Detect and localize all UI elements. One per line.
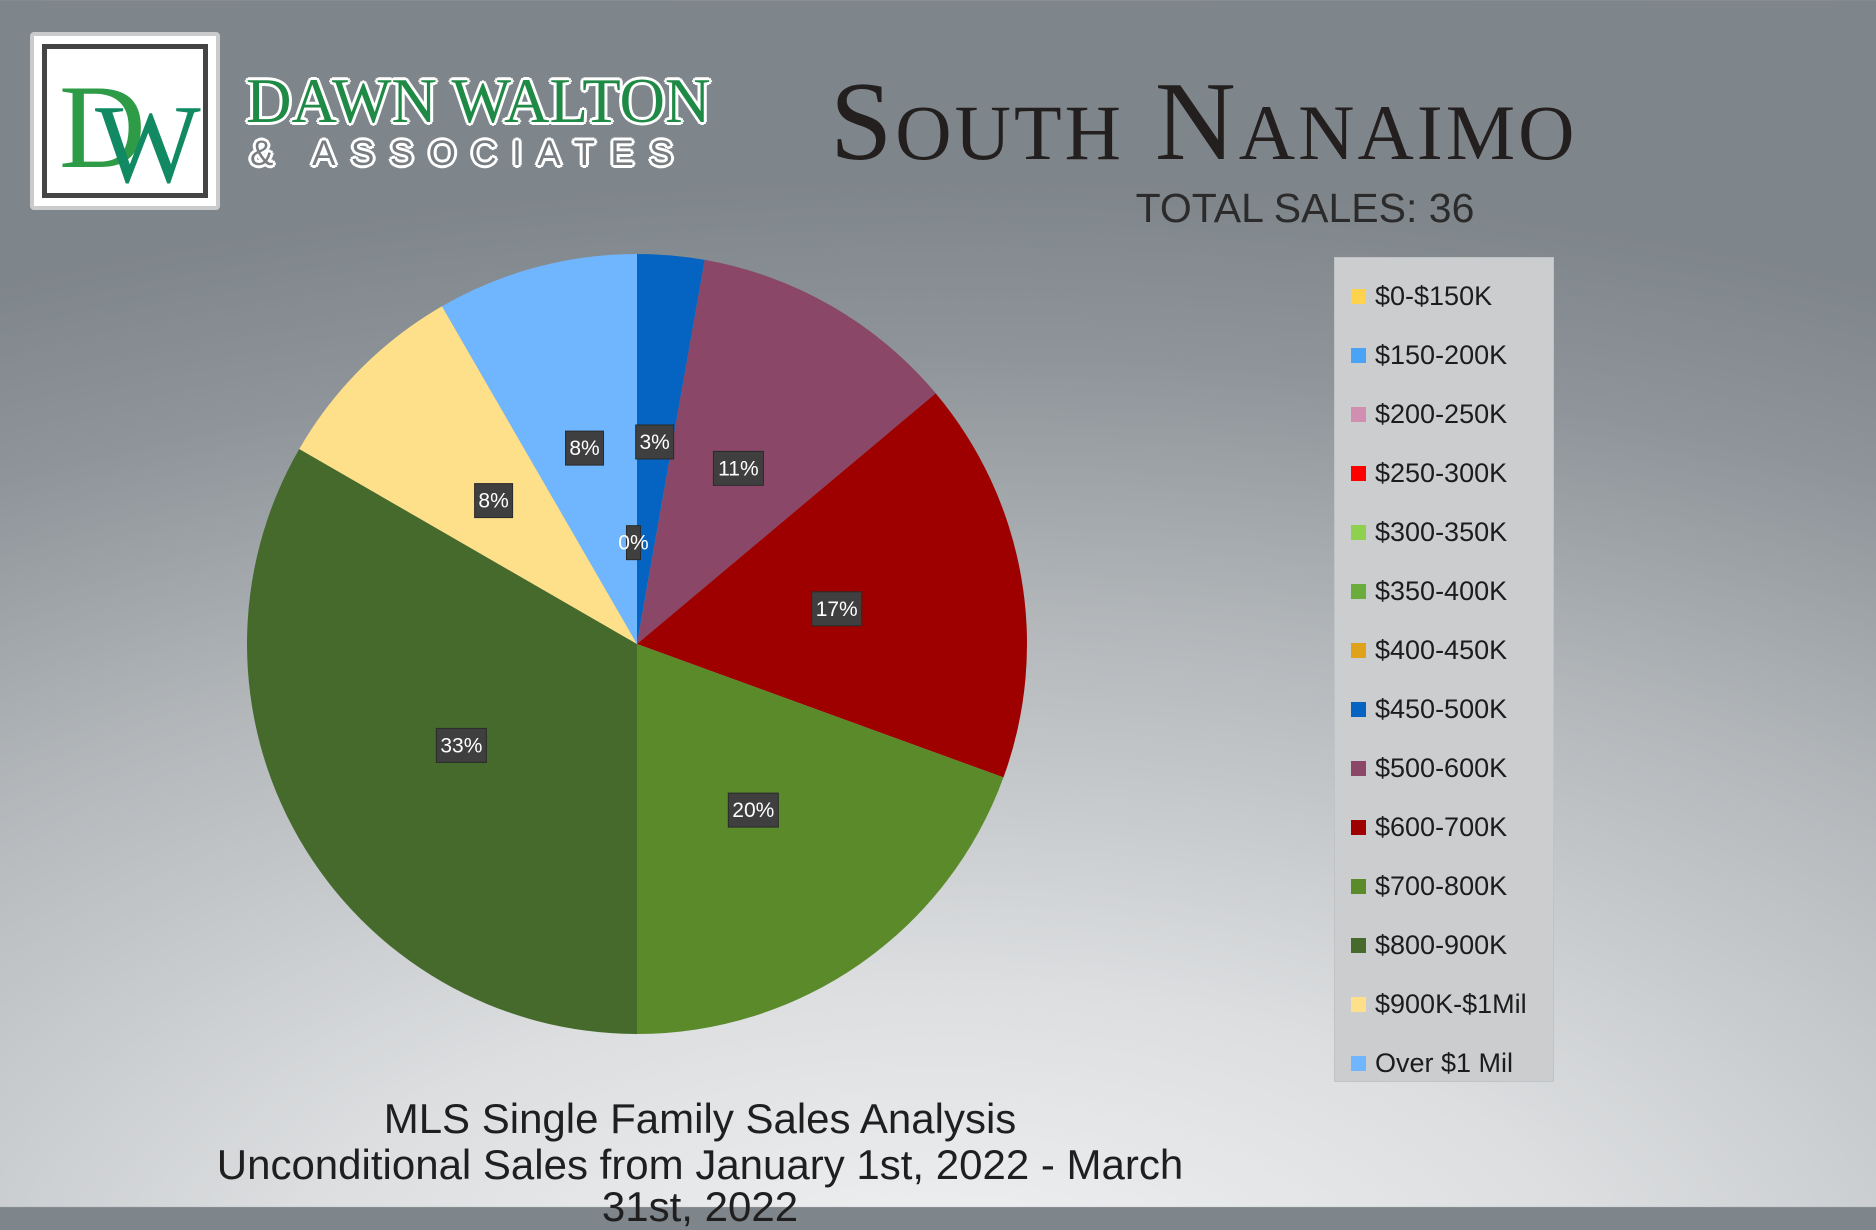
legend-item-500-600k: $500-600K <box>1351 748 1507 788</box>
svg-text:8%: 8% <box>569 437 599 460</box>
legend-label: $450-500K <box>1375 693 1508 724</box>
pie-slice-500-600k <box>637 259 936 644</box>
legend-item-900k-1mil: $900K-$1Mil <box>1351 984 1527 1024</box>
pie-slice-900k-1mil <box>299 306 637 644</box>
legend-swatch <box>1351 406 1366 422</box>
logo-letter-d: D <box>59 60 146 193</box>
svg-text:8%: 8% <box>478 490 508 513</box>
pie-slice-600-700k <box>637 393 1027 778</box>
legend-item-450-500k: $450-500K <box>1351 689 1507 729</box>
pie-label-450-500k: 3% <box>635 424 675 460</box>
pie-label-over-1-mil: 8% <box>565 430 605 466</box>
legend-label: Over $1 Mil <box>1375 1047 1514 1078</box>
footer-title: MLS Single Family Sales Analysis <box>383 1095 1017 1142</box>
pie-label-500-600k: 11% <box>712 450 764 486</box>
legend-label: $400-450K <box>1375 634 1508 665</box>
brand-name: DAWN WALTON <box>246 66 711 136</box>
legend-item-800-900k: $800-900K <box>1351 925 1507 965</box>
legend-item-over-1-mil: Over $1 Mil <box>1351 1043 1513 1083</box>
total-sales: TOTAL SALES: 36 <box>1080 188 1530 229</box>
legend-swatch <box>1351 642 1366 658</box>
brand-logo: D W <box>30 32 220 210</box>
legend-label: $900K-$1Mil <box>1375 988 1527 1019</box>
legend-swatch <box>1351 701 1366 717</box>
svg-text:3%: 3% <box>639 431 669 454</box>
legend-swatch <box>1351 760 1366 776</box>
svg-text:0%: 0% <box>618 532 648 555</box>
legend-item-150-200k: $150-200K <box>1351 335 1507 375</box>
footer-date-range: Unconditional Sales from January 1st, 20… <box>216 1141 1184 1230</box>
legend-label: $0-$150K <box>1375 280 1493 311</box>
legend-label: $500-600K <box>1375 752 1508 783</box>
legend-item-0-150k: $0-$150K <box>1351 276 1492 316</box>
legend-item-400-450k: $400-450K <box>1351 630 1507 670</box>
pie-label-700-800k: 20% <box>727 792 779 828</box>
legend-label: $700-800K <box>1375 870 1508 901</box>
legend-label: $200-250K <box>1375 398 1508 429</box>
pie-label-600-700k: 17% <box>811 591 863 627</box>
brand-subtitle: & ASSOCIATES <box>250 134 689 173</box>
legend-label: $300-350K <box>1375 516 1508 547</box>
legend-item-700-800k: $700-800K <box>1351 866 1507 906</box>
legend-swatch <box>1351 288 1366 304</box>
legend-swatch <box>1351 819 1366 835</box>
legend-label: $250-300K <box>1375 457 1508 488</box>
svg-text:11%: 11% <box>718 457 758 480</box>
pie-label-900k-1mil: 8% <box>474 483 514 519</box>
legend-swatch <box>1351 996 1366 1012</box>
legend-item-350-400k: $350-400K <box>1351 571 1507 611</box>
pie-label-400-450k: 0% <box>618 525 649 561</box>
pie-slice-over-1-mil <box>442 254 637 644</box>
legend-item-600-700k: $600-700K <box>1351 807 1507 847</box>
legend-label: $800-900K <box>1375 929 1508 960</box>
legend-item-200-250k: $200-250K <box>1351 394 1507 434</box>
legend-label: $600-700K <box>1375 811 1508 842</box>
svg-text:33%: 33% <box>440 734 482 757</box>
total-sales-value: 36 <box>1428 185 1475 231</box>
pie-slice-700-800k <box>637 644 1004 1034</box>
legend-swatch <box>1351 583 1366 599</box>
svg-text:17%: 17% <box>816 598 858 621</box>
legend-swatch <box>1351 524 1366 540</box>
region-title: South Nanaimo <box>830 60 1578 184</box>
pie-label-800-900k: 33% <box>435 727 487 763</box>
legend-item-250-300k: $250-300K <box>1351 453 1507 493</box>
legend-swatch <box>1351 1055 1366 1071</box>
pie-labels: 0% 3% 11% 17% 20% 33% 8% 8% <box>435 424 863 828</box>
legend-item-300-350k: $300-350K <box>1351 512 1507 552</box>
pie-slices <box>247 254 1027 1034</box>
legend-swatch <box>1351 347 1366 363</box>
legend-swatch <box>1351 937 1366 953</box>
legend-label: $150-200K <box>1375 339 1508 370</box>
total-sales-label: TOTAL SALES: <box>1135 185 1418 231</box>
legend-swatch <box>1351 878 1366 894</box>
logo-letter-w: W <box>95 83 201 207</box>
legend-label: $350-400K <box>1375 575 1508 606</box>
legend-swatch <box>1351 465 1366 481</box>
logo-frame: D W <box>42 44 208 207</box>
svg-text:20%: 20% <box>732 799 774 822</box>
chart-legend: $0-$150K $150-200K $200-250K $250-300K $300-… <box>1334 257 1554 1082</box>
